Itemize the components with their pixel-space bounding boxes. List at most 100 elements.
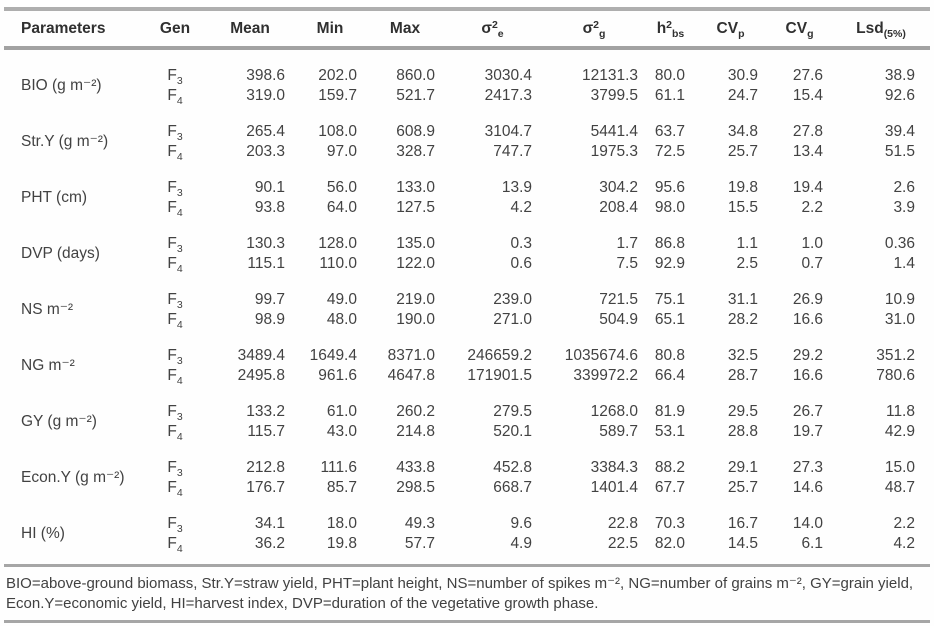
cell-cvp: 25.7 [727, 479, 758, 496]
cell-sigma2g: 22.8 [607, 515, 638, 532]
param-cell-bio: BIO (g m⁻²) [21, 77, 102, 94]
cell-cvg: 15.4 [792, 87, 823, 104]
row-econy-f3: Econ.Y (g m⁻²) F3 212.8 111.6 433.8 452.… [4, 442, 930, 486]
row-pht-f4: F4 93.8 64.0 127.5 4.2 208.4 98.0 15.5 2… [4, 198, 930, 218]
cell-cvg: 0.7 [801, 255, 823, 272]
cell-min: 43.0 [326, 423, 357, 440]
cell-sigma2e: 9.6 [510, 515, 532, 532]
col-header-parameters: Parameters [4, 9, 144, 50]
cell-sigma2e: 279.5 [493, 403, 532, 420]
cell-max: 860.0 [396, 67, 435, 84]
cell-sigma2e: 171901.5 [467, 367, 532, 384]
page-bottom-rule [4, 620, 930, 623]
cell-h2bs: 80.8 [654, 347, 685, 364]
group-econy: Econ.Y (g m⁻²) F3 212.8 111.6 433.8 452.… [4, 442, 930, 498]
cell-min: 1649.4 [309, 347, 357, 364]
row-pht-f3: PHT (cm) F3 90.1 56.0 133.0 13.9 304.2 9… [4, 162, 930, 206]
gen-cell: F4 [167, 199, 183, 219]
cell-cvp: 19.8 [727, 179, 758, 196]
param-cell-dvp: DVP (days) [21, 245, 100, 262]
cell-h2bs: 61.1 [654, 87, 685, 104]
cell-max: 190.0 [396, 311, 435, 328]
cell-sigma2e: 246659.2 [467, 347, 532, 364]
cell-min: 111.6 [320, 459, 358, 476]
cell-cvp: 28.7 [727, 367, 758, 384]
gen-cell: F3 [167, 347, 183, 367]
col-header-sigma2g: σ2g [541, 9, 647, 50]
cell-lsd: 0.36 [884, 235, 915, 252]
cell-lsd: 2.6 [893, 179, 915, 196]
cell-mean: 212.8 [246, 459, 285, 476]
cell-cvg: 29.2 [792, 347, 823, 364]
cell-mean: 203.3 [246, 143, 285, 160]
cell-min: 56.0 [326, 179, 357, 196]
cell-cvp: 15.5 [727, 199, 758, 216]
cell-mean: 90.1 [254, 179, 285, 196]
cell-cvp: 28.8 [727, 423, 758, 440]
param-cell-stry: Str.Y (g m⁻²) [21, 133, 109, 150]
cell-max: 608.9 [396, 123, 435, 140]
cell-cvp: 30.9 [727, 67, 758, 84]
cell-min: 19.8 [326, 535, 357, 552]
cell-h2bs: 67.7 [654, 479, 685, 496]
cell-sigma2g: 3384.3 [590, 459, 638, 476]
cell-cvg: 19.7 [792, 423, 823, 440]
cell-h2bs: 86.8 [654, 235, 685, 252]
cell-mean: 99.7 [254, 291, 285, 308]
group-pht: PHT (cm) F3 90.1 56.0 133.0 13.9 304.2 9… [4, 162, 930, 218]
cell-sigma2g: 1035674.6 [564, 347, 638, 364]
cell-min: 961.6 [318, 367, 357, 384]
cell-cvg: 19.4 [792, 179, 823, 196]
cell-cvg: 14.6 [792, 479, 823, 496]
group-gy: GY (g m⁻²) F3 133.2 61.0 260.2 279.5 126… [4, 386, 930, 442]
cell-lsd: 3.9 [893, 199, 915, 216]
cell-lsd: 31.0 [884, 311, 915, 328]
cell-sigma2g: 589.7 [599, 423, 638, 440]
cell-lsd: 92.6 [884, 87, 915, 104]
col-header-min: Min [294, 9, 366, 50]
cell-mean: 115.1 [247, 255, 285, 272]
cell-sigma2g: 1.7 [616, 235, 638, 252]
cell-cvg: 6.1 [801, 535, 823, 552]
cell-sigma2e: 3104.7 [484, 123, 532, 140]
cell-cvp: 29.1 [727, 459, 758, 476]
cell-mean: 36.2 [254, 535, 285, 552]
group-ns: NS m⁻² F3 99.7 49.0 219.0 239.0 721.5 75… [4, 274, 930, 330]
cell-max: 122.0 [396, 255, 435, 272]
cell-min: 108.0 [318, 123, 357, 140]
gen-cell: F4 [167, 143, 183, 163]
cell-sigma2e: 271.0 [493, 311, 532, 328]
cell-sigma2g: 22.5 [607, 535, 638, 552]
cell-lsd: 38.9 [884, 67, 915, 84]
cell-lsd: 1.4 [893, 255, 915, 272]
gen-cell: F3 [167, 67, 183, 87]
cell-h2bs: 63.7 [654, 123, 685, 140]
footnote: BIO=above-ground biomass, Str.Y=straw yi… [6, 575, 914, 612]
row-stry-f3: Str.Y (g m⁻²) F3 265.4 108.0 608.9 3104.… [4, 106, 930, 150]
cell-max: 219.0 [396, 291, 435, 308]
cell-sigma2e: 520.1 [493, 423, 532, 440]
cell-sigma2e: 13.9 [501, 179, 532, 196]
cell-cvp: 32.5 [727, 347, 758, 364]
param-cell-gy: GY (g m⁻²) [21, 413, 97, 430]
cell-max: 133.0 [396, 179, 435, 196]
cell-min: 48.0 [326, 311, 357, 328]
cell-cvp: 31.1 [727, 291, 758, 308]
gen-cell: F4 [167, 535, 183, 555]
table-header: Parameters Gen Mean Min Max σ2e σ2g h2bs… [4, 9, 930, 50]
cell-sigma2e: 0.3 [510, 235, 532, 252]
param-cell-ng: NG m⁻² [21, 357, 75, 374]
col-header-gen: Gen [144, 9, 206, 50]
cell-sigma2e: 747.7 [493, 143, 532, 160]
cell-lsd: 48.7 [884, 479, 915, 496]
cell-h2bs: 81.9 [654, 403, 685, 420]
cell-sigma2e: 4.9 [510, 535, 532, 552]
cell-cvg: 26.7 [792, 403, 823, 420]
gen-cell: F4 [167, 479, 183, 499]
col-header-h2bs: h2bs [647, 9, 694, 50]
cell-h2bs: 98.0 [654, 199, 685, 216]
cell-sigma2g: 12131.3 [581, 67, 638, 84]
cell-sigma2e: 4.2 [510, 199, 532, 216]
results-table: Parameters Gen Mean Min Max σ2e σ2g h2bs… [4, 7, 930, 554]
cell-mean: 34.1 [254, 515, 285, 532]
